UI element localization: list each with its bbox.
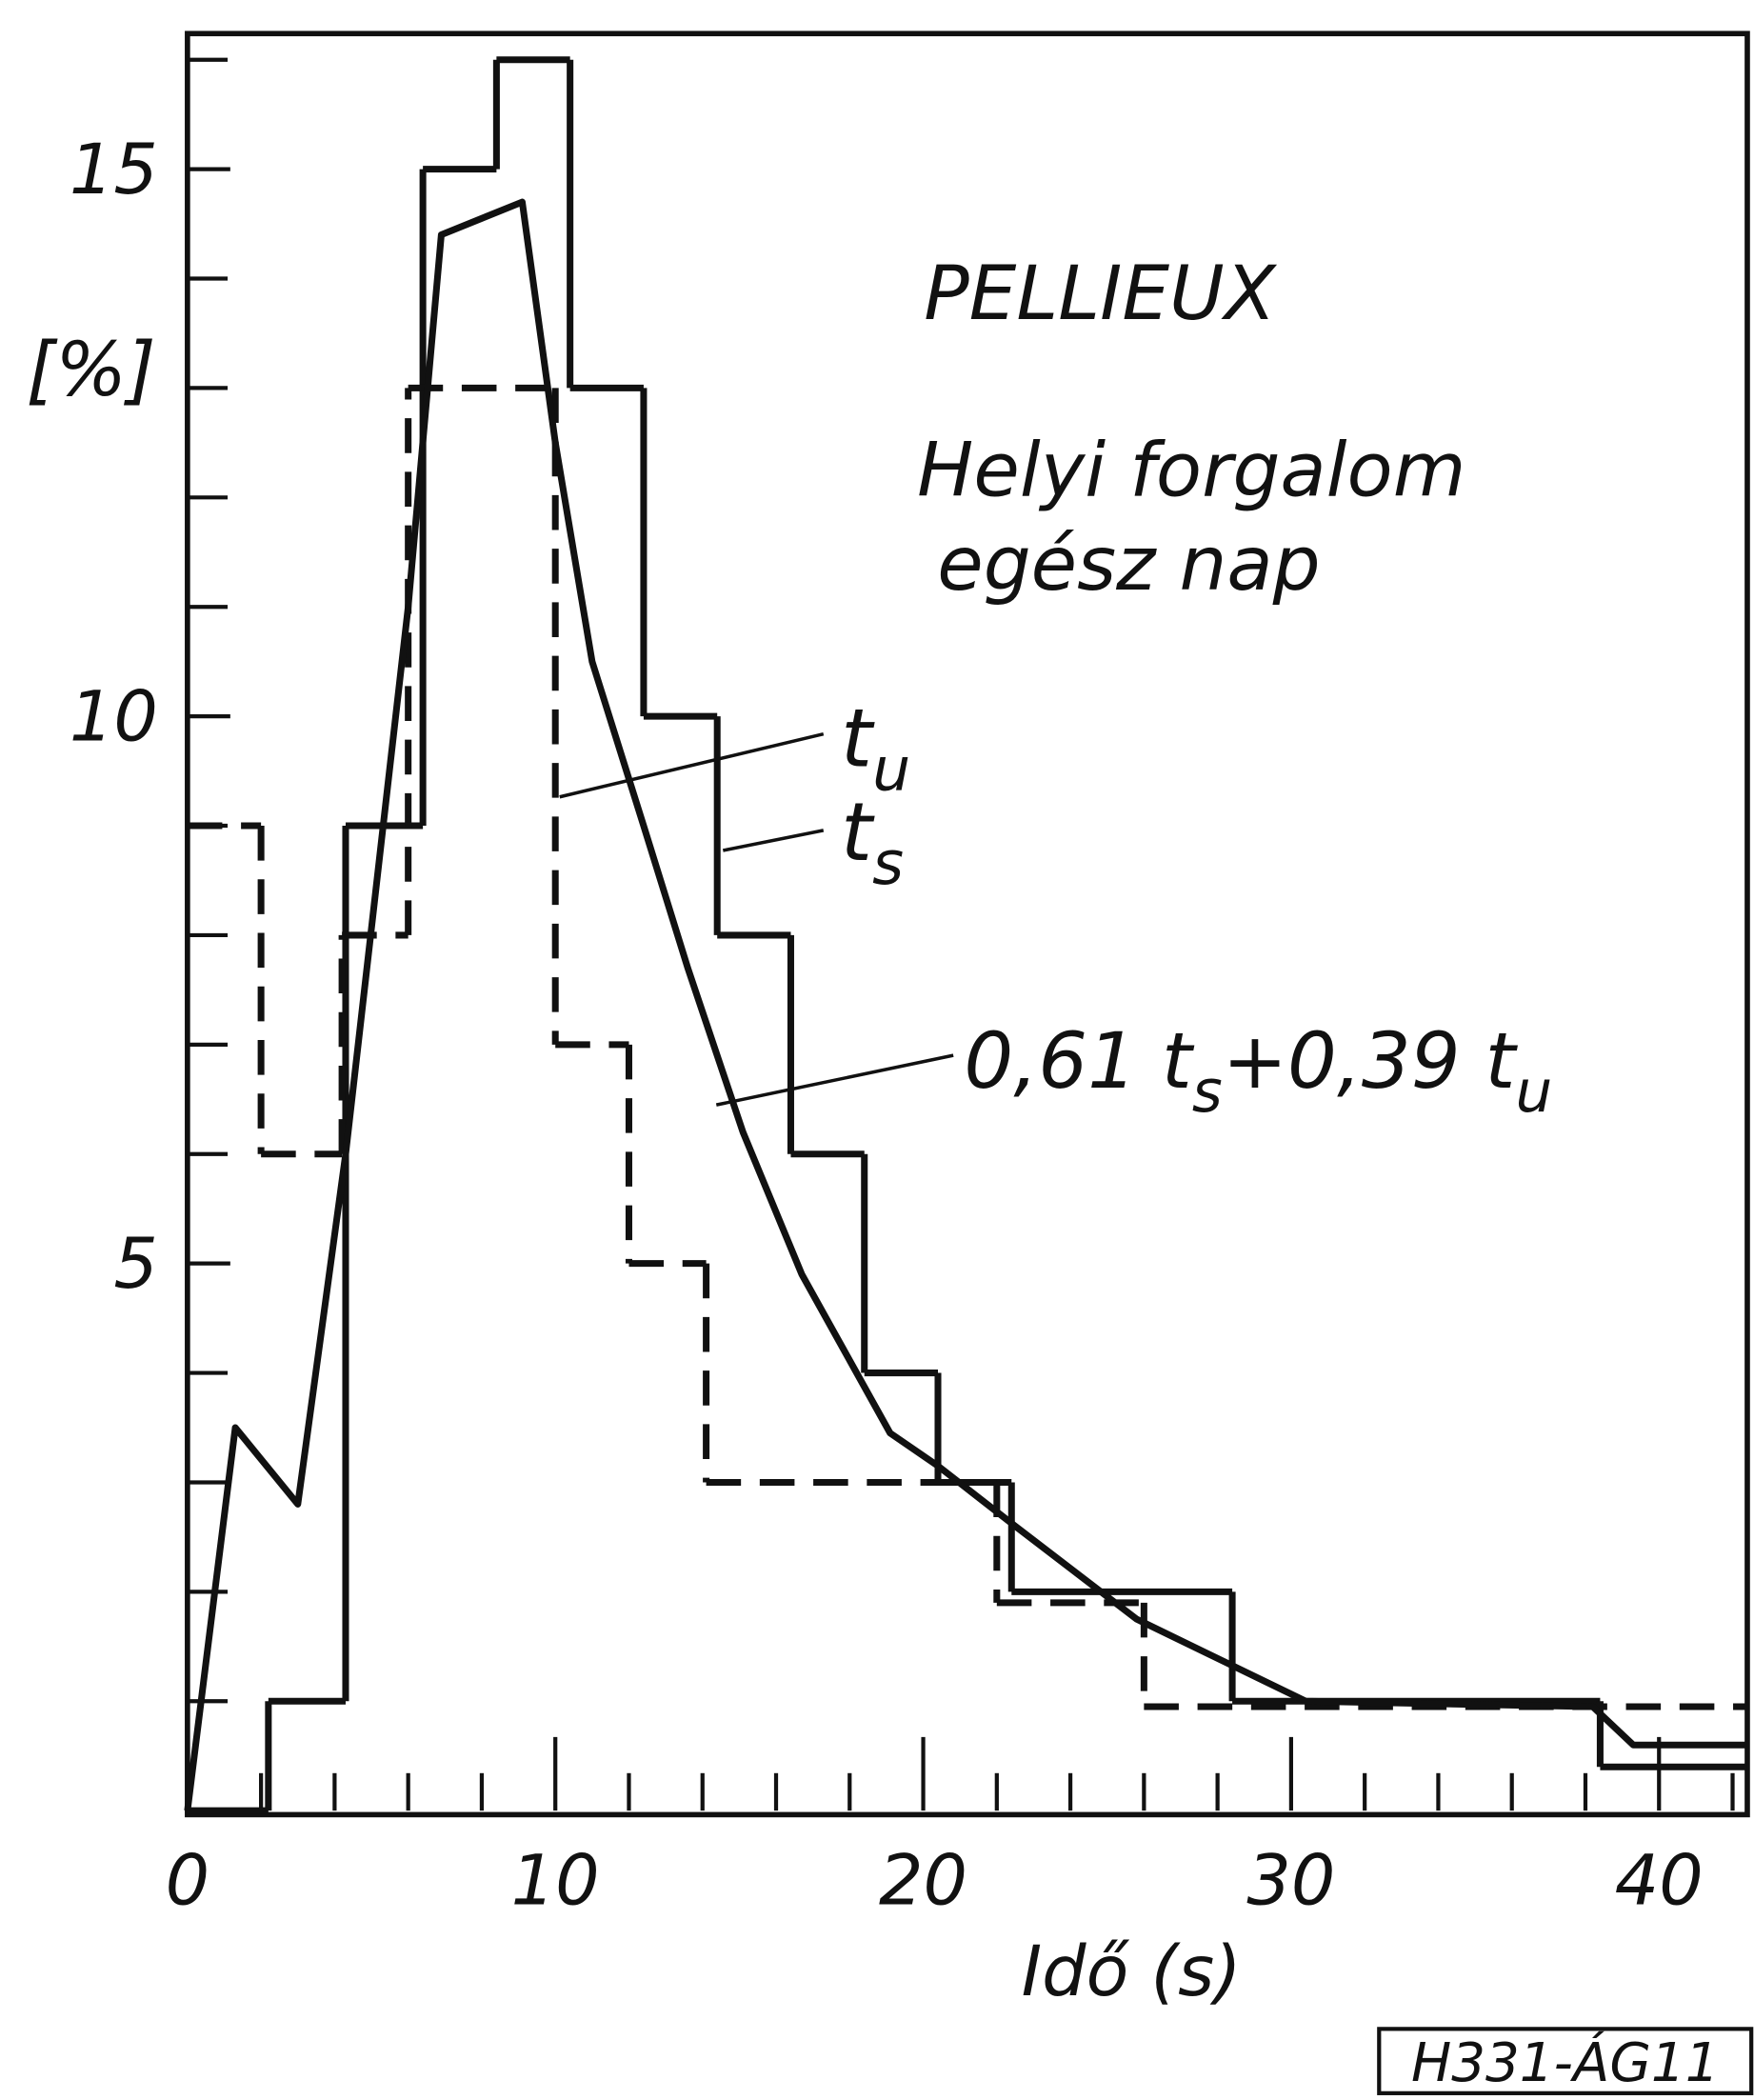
annotation-part: 0,61 t: [964, 1016, 1194, 1107]
y-tick-label: 10: [70, 676, 158, 757]
annotation-part: u: [1516, 1058, 1553, 1126]
chart-title: PELLIEUX: [924, 250, 1278, 337]
figure-code: H331-ÁG11: [1411, 2030, 1720, 2094]
y-axis-label: [%]: [26, 326, 155, 413]
leader-line: [715, 1053, 954, 1107]
subtitle: egész nap: [937, 520, 1320, 608]
x-axis-label: Idő (s): [1022, 1931, 1242, 2012]
code-box: [1377, 2027, 1754, 2095]
x-tick-label: 40: [1615, 1841, 1704, 1922]
curve: [184, 198, 1747, 1811]
leader-line: [559, 731, 825, 799]
annotation-part: u: [872, 734, 910, 805]
x-tick-label: 10: [511, 1841, 600, 1922]
annotation: 0,61 ts+0,39 tu: [964, 1016, 1552, 1126]
annotation: ts: [841, 786, 904, 898]
y-tick-label: 5: [113, 1224, 158, 1305]
y-tick-label: 15: [70, 130, 158, 210]
subtitle: Helyi forgalom: [917, 426, 1465, 513]
x-tick-label: 30: [1246, 1841, 1335, 1922]
annotation-part: t: [841, 786, 875, 879]
x-tick-label: 0: [166, 1841, 210, 1922]
annotation-part: s: [872, 828, 904, 898]
annotation: tu: [841, 691, 910, 804]
x-tick-label: 20: [879, 1841, 967, 1922]
leader-line: [722, 829, 825, 852]
annotation-part: s: [1192, 1058, 1223, 1126]
plot-frame: [185, 30, 1750, 1818]
annotation-part: t: [841, 691, 875, 785]
annotation-part: +0,39 t: [1223, 1016, 1519, 1107]
